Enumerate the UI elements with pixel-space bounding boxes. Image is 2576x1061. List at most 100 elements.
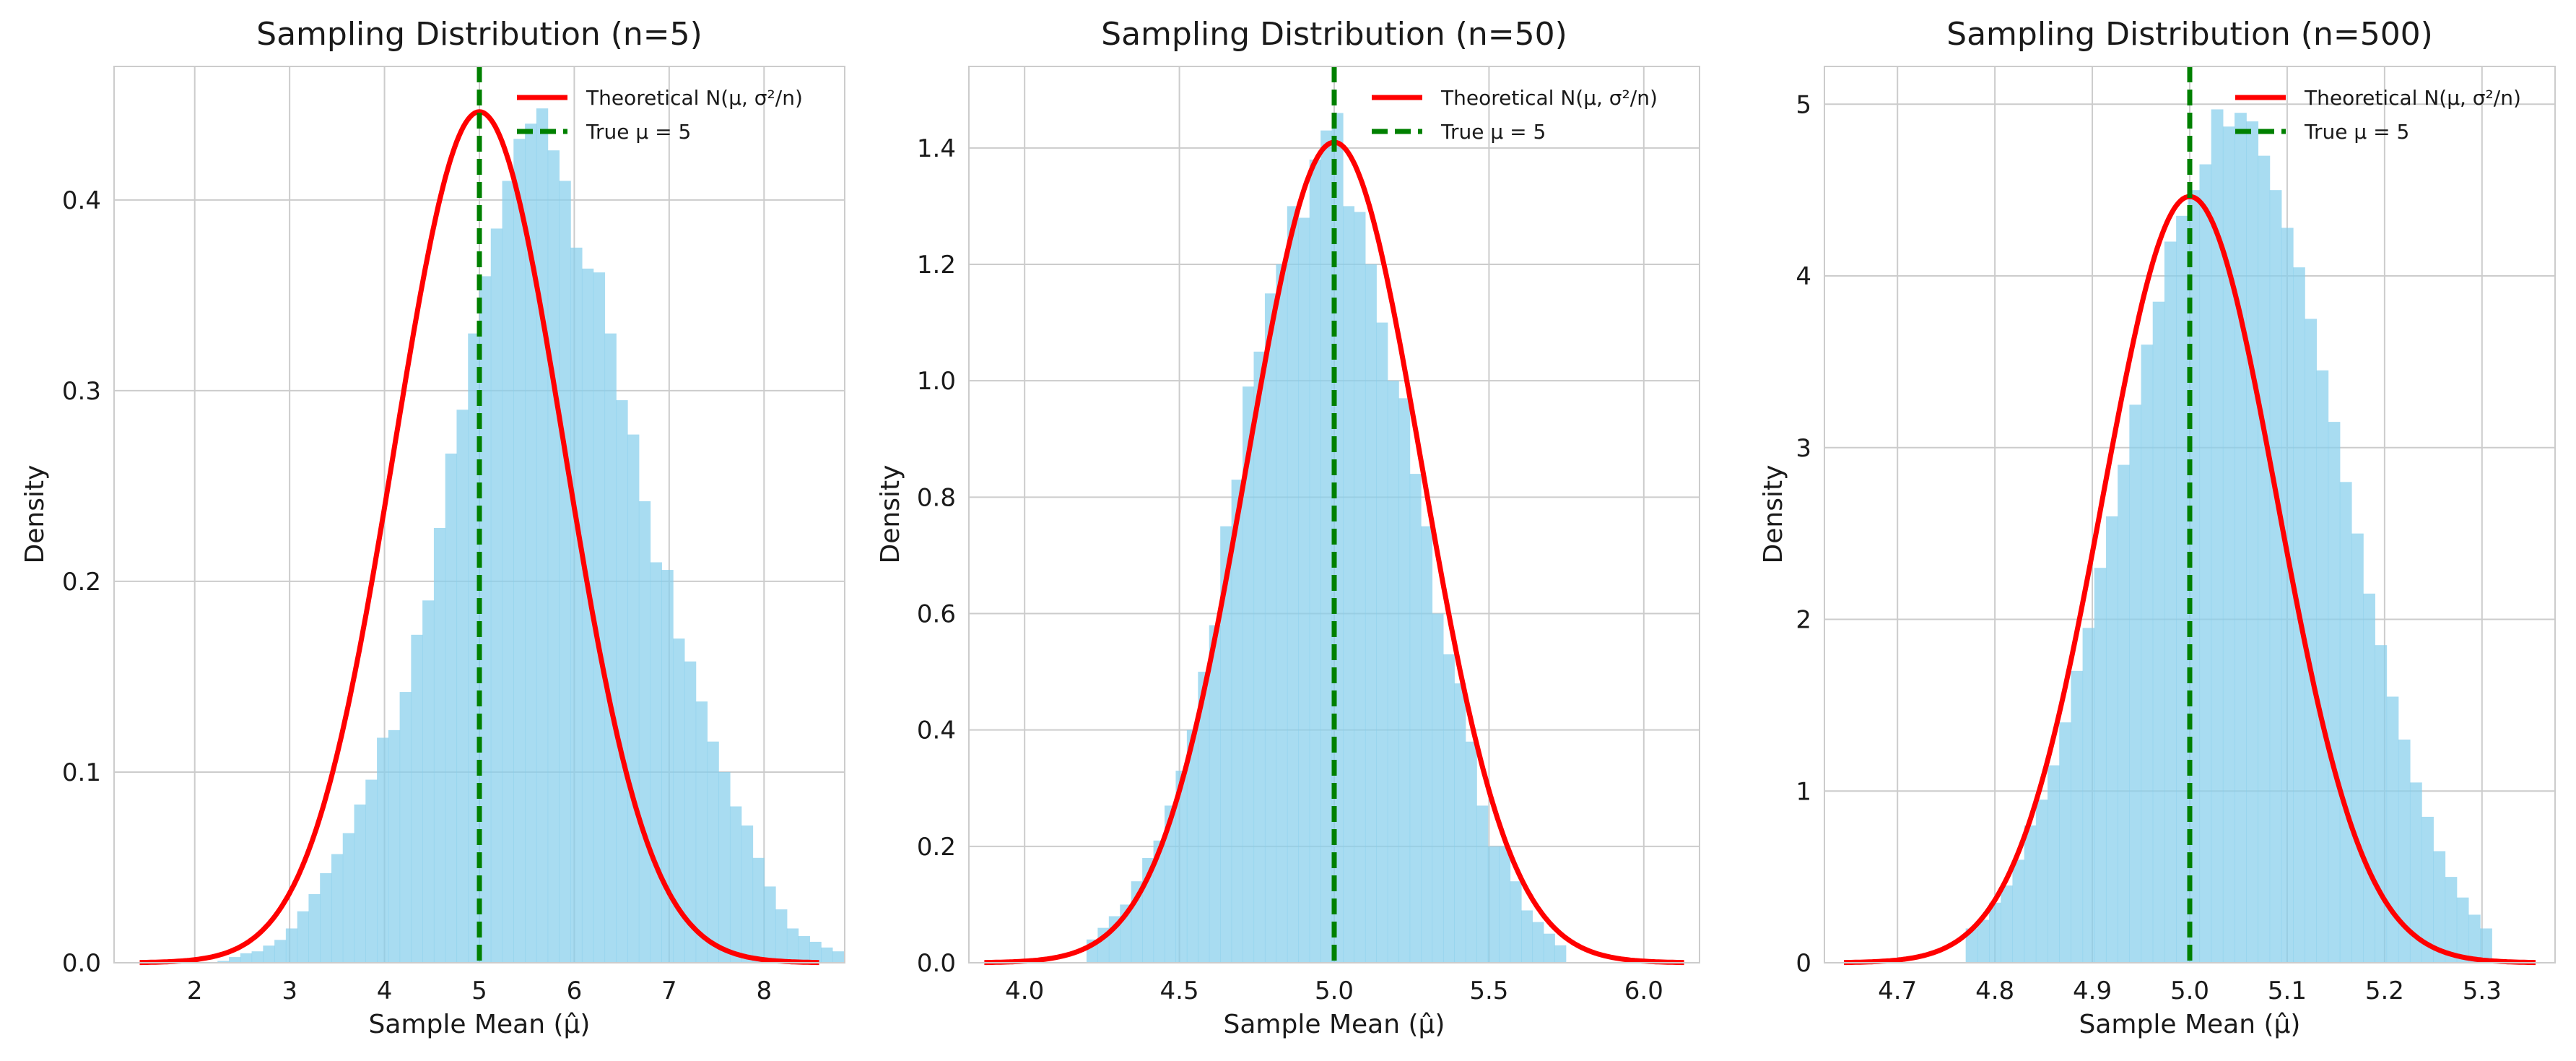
y-ticks: 0.0 0.2 0.4 0.6 0.8 1.0 1.2 1.4: [917, 134, 956, 978]
x-tick-label: 4.7: [1878, 976, 1917, 1005]
x-tick-label: 4.9: [2073, 976, 2112, 1005]
histogram-bar: [2012, 859, 2025, 963]
histogram-bar: [1521, 910, 1533, 963]
legend-theory-label: Theoretical N(μ, σ²/n): [586, 86, 803, 110]
plot-frame: [1824, 66, 2556, 963]
histogram-bar: [456, 410, 469, 963]
x-tick-label: 4.8: [1975, 976, 2014, 1005]
histogram-bar: [1387, 381, 1399, 963]
histogram-bar: [2129, 404, 2142, 963]
histogram-bar: [741, 825, 754, 963]
histogram-bar: [2118, 464, 2130, 963]
y-tick-label: 2: [1796, 606, 1811, 635]
y-tick-label: 5: [1796, 90, 1811, 119]
histogram-bar: [2305, 319, 2318, 963]
x-axis-label: Sample Mean (μ̂): [369, 1010, 591, 1039]
histogram-bar: [2421, 816, 2434, 963]
histogram-bar: [445, 454, 458, 963]
panel-3: 4.7 4.8 4.9 5.0 5.1 5.2 5.3 0 1 2 3 4 5 Sampling Di…: [1759, 16, 2556, 1039]
histogram-bar: [2222, 126, 2235, 963]
x-tick-label: 5.0: [1315, 976, 1354, 1005]
histogram-bar: [650, 562, 662, 963]
plot-frame: [968, 66, 1700, 963]
histogram-bar: [1398, 398, 1411, 963]
histogram-bar: [536, 108, 549, 963]
histogram-bar: [1354, 212, 1366, 963]
x-tick-label: 5.0: [2170, 976, 2209, 1005]
y-tick-label: 3: [1796, 434, 1811, 463]
x-tick-label: 7: [661, 976, 677, 1005]
histogram-bar: [1965, 928, 1978, 963]
histogram-bar: [331, 854, 344, 963]
y-tick-label: 0: [1796, 949, 1811, 978]
y-tick-label: 0.0: [917, 949, 956, 978]
histogram-bar: [2468, 914, 2481, 963]
histogram-bar: [786, 928, 799, 963]
histogram-bar: [2071, 670, 2084, 963]
histogram-bar: [764, 886, 776, 963]
histogram-bar: [707, 741, 719, 963]
histogram-bar: [1198, 672, 1210, 963]
histogram-bar: [1554, 945, 1567, 963]
histogram-bar: [2433, 851, 2446, 963]
y-tick-label: 0.2: [917, 833, 956, 862]
histogram-bar: [2059, 722, 2071, 963]
histogram-bar: [2176, 215, 2188, 963]
histogram-bar: [1443, 654, 1455, 963]
histogram-bar: [1499, 846, 1511, 963]
histogram-bar: [2351, 533, 2364, 963]
histogram-bar: [2398, 739, 2411, 963]
legend-mean-label: True μ = 5: [1440, 120, 1546, 144]
x-tick-label: 2: [187, 976, 203, 1005]
histogram-bar: [1186, 729, 1198, 963]
theory-curve: [139, 109, 819, 966]
histogram-bar: [1320, 130, 1333, 963]
y-tick-label: 0.1: [62, 758, 101, 787]
histogram-bar: [2199, 164, 2212, 963]
histogram-bar: [490, 228, 503, 963]
y-tick-label: 0.4: [62, 186, 101, 215]
histogram-bar: [1487, 846, 1500, 963]
histogram-bar: [354, 804, 366, 963]
histogram-bar: [832, 951, 845, 963]
histogram-bar: [2363, 593, 2375, 963]
histogram-bar: [1465, 741, 1477, 963]
histogram-bar: [2258, 155, 2271, 963]
histogram-bar: [263, 945, 275, 963]
histogram-bar: [1376, 322, 1388, 963]
histogram-bar: [1532, 922, 1544, 963]
histogram-bar: [661, 570, 674, 963]
histogram-bar: [1454, 683, 1466, 963]
histogram-bar: [2246, 121, 2259, 963]
x-tick-label: 8: [756, 976, 772, 1005]
histogram-bar: [1231, 480, 1243, 963]
histogram-bar: [684, 661, 697, 963]
histogram-bar: [2235, 113, 2247, 963]
histogram-bar: [604, 333, 617, 963]
histogram-bar: [1989, 902, 2001, 963]
histogram-bar: [798, 936, 810, 963]
histogram-bar: [2328, 422, 2341, 963]
histogram-bar: [1421, 526, 1433, 963]
histogram-bar: [616, 400, 628, 963]
histogram-bar: [525, 124, 537, 963]
y-tick-label: 0.8: [917, 483, 956, 512]
x-ticks: 4.7 4.8 4.9 5.0 5.1 5.2 5.3: [1878, 976, 2502, 1005]
histogram-bar: [2456, 897, 2469, 963]
histogram-bar: [1543, 933, 1555, 963]
x-tick-label: 5.3: [2463, 976, 2502, 1005]
histogram-bar: [1510, 881, 1522, 963]
y-tick-label: 1.4: [917, 134, 956, 163]
histogram-bar: [297, 911, 310, 963]
histogram-bar: [1209, 625, 1221, 963]
histogram-bar: [638, 501, 651, 963]
histogram-bar: [547, 150, 560, 963]
histogram-bar: [433, 527, 446, 963]
chart-title: Sampling Distribution (n=500): [1946, 16, 2433, 53]
histogram-bar: [1220, 526, 1232, 963]
histogram-bar: [2035, 800, 2048, 963]
histogram-bar: [718, 771, 731, 963]
histogram-bar: [2141, 345, 2154, 963]
histogram-bar: [2480, 928, 2492, 963]
